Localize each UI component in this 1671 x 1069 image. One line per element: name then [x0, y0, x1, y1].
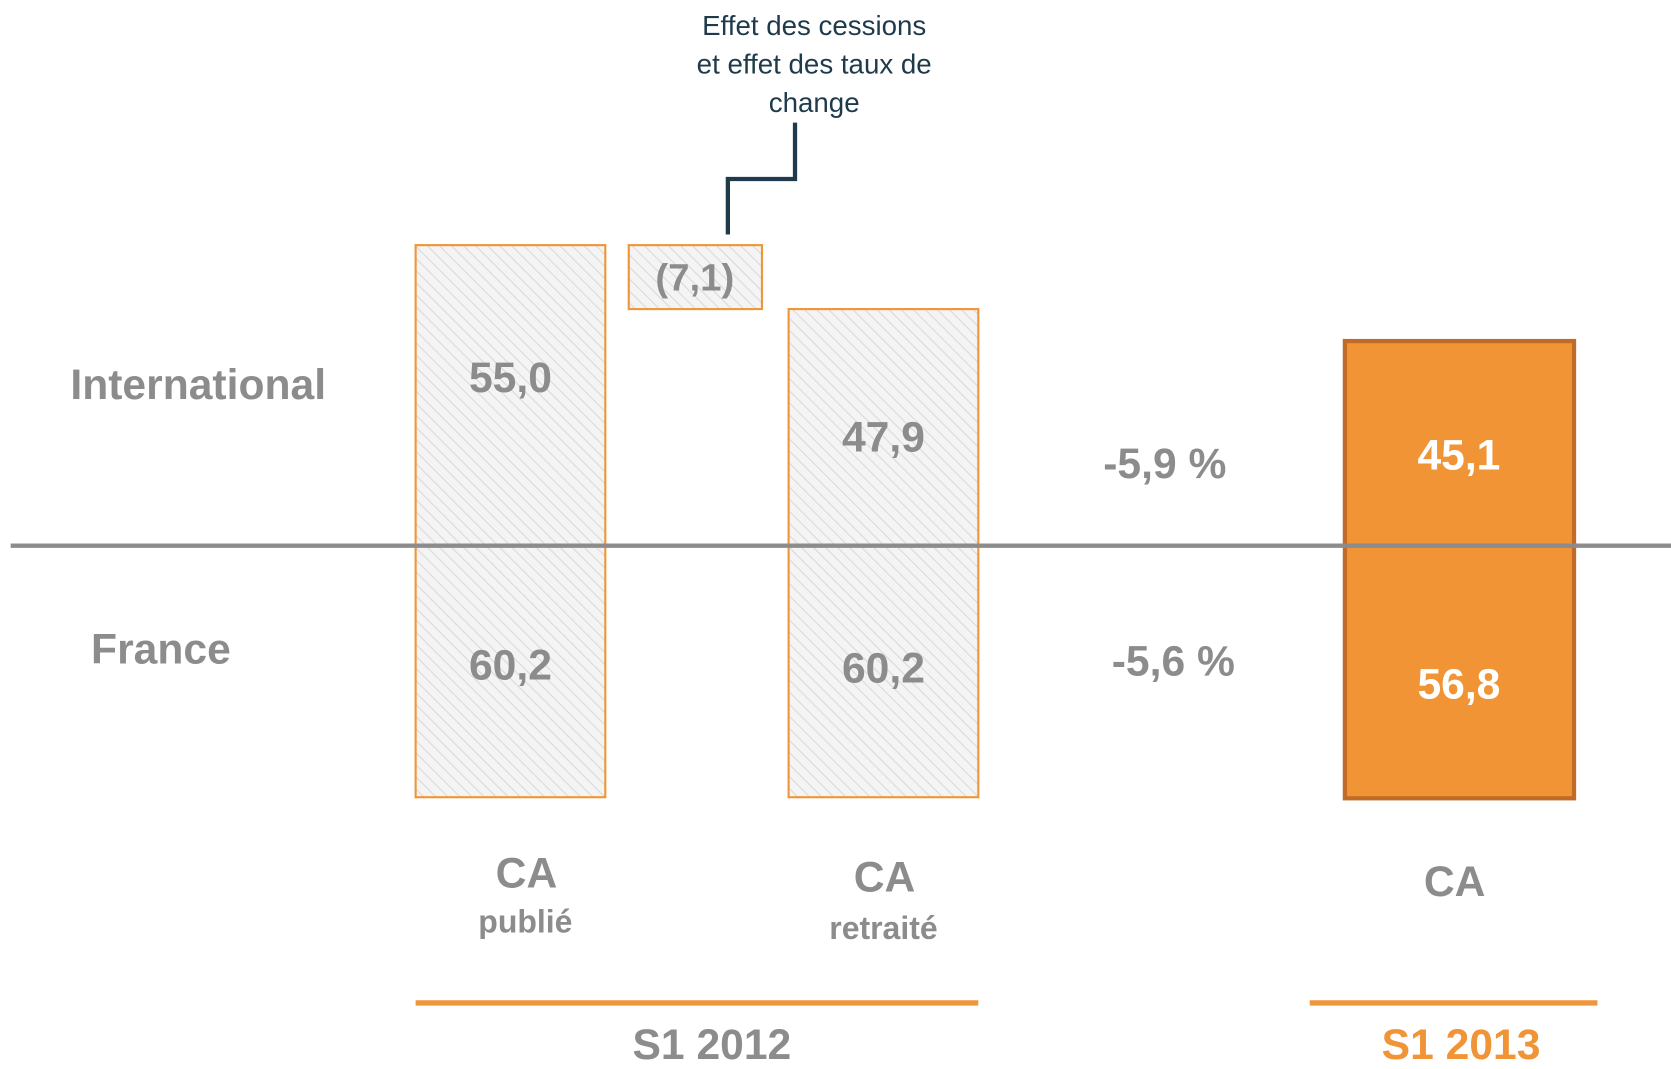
value-label: 56,8: [1417, 661, 1500, 709]
note-line: et effet des taux de: [697, 48, 932, 79]
column-label: CA: [854, 854, 916, 902]
value-label: 55,0: [469, 354, 552, 402]
change-label: -5,9 %: [1103, 440, 1226, 488]
effect-label: (7,1): [655, 256, 734, 299]
bar-effect: [627, 244, 764, 311]
note-line: change: [769, 87, 860, 118]
column-sublabel: publié: [478, 903, 572, 939]
change-label: -5,6 %: [1112, 637, 1235, 685]
value-label: 60,2: [842, 645, 925, 693]
period-label: S1 2012: [633, 1021, 792, 1069]
row-label: International: [70, 361, 326, 409]
column-sublabel: retraité: [829, 910, 937, 946]
bar-published: [414, 244, 607, 799]
row-label: France: [91, 626, 231, 674]
bar-restated: [787, 308, 980, 799]
value-label: 45,1: [1417, 432, 1500, 480]
bar-2013: [1342, 338, 1577, 801]
value-label: 47,9: [842, 413, 925, 461]
column-label: CA: [496, 849, 558, 897]
value-label: 60,2: [469, 642, 552, 690]
period-label: S1 2013: [1382, 1021, 1541, 1069]
note-line: Effet des cessions: [702, 10, 926, 41]
column-label: CA: [1424, 858, 1486, 906]
callout-line: [725, 122, 798, 235]
